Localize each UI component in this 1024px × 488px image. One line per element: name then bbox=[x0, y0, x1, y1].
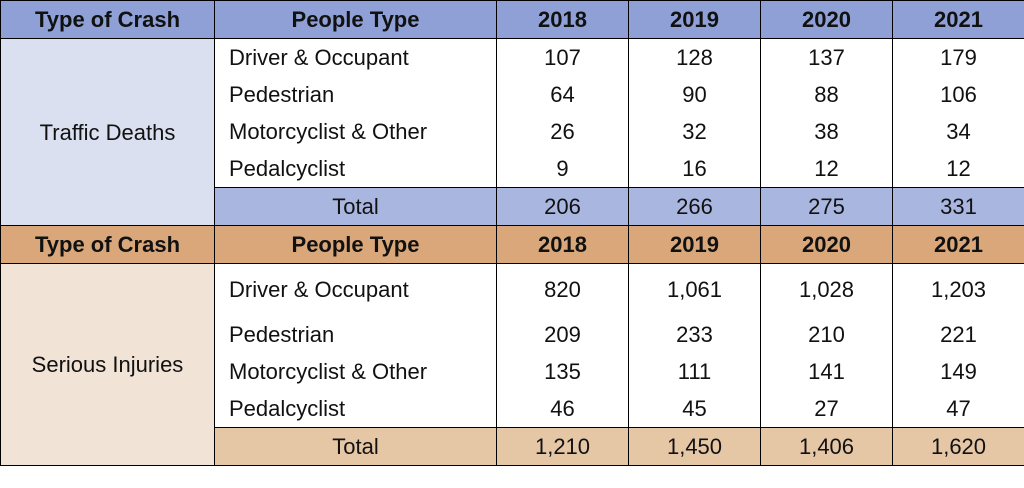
value-cell: 90 bbox=[628, 76, 761, 113]
table-row: Motorcyclist & Other 26 32 38 34 bbox=[1, 113, 1024, 150]
total-value: 275 bbox=[760, 187, 893, 226]
people-type-header: People Type bbox=[214, 0, 497, 39]
value-cell: 820 bbox=[496, 263, 629, 316]
table-row: Pedalcyclist 46 45 27 47 bbox=[1, 390, 1024, 428]
type-of-crash-header: Type of Crash bbox=[0, 225, 215, 264]
value-cell: 88 bbox=[760, 76, 893, 113]
year-header: 2020 bbox=[760, 0, 893, 39]
value-cell: 1,061 bbox=[628, 263, 761, 316]
year-header: 2020 bbox=[760, 225, 893, 264]
people-type-label: Pedestrian bbox=[214, 316, 497, 353]
value-cell: 210 bbox=[760, 316, 893, 353]
value-cell: 149 bbox=[892, 353, 1024, 390]
injuries-header-row: Type of Crash People Type 2018 2019 2020… bbox=[0, 225, 1024, 264]
people-type-label: Pedestrian bbox=[214, 76, 497, 113]
value-cell: 1,203 bbox=[892, 263, 1024, 316]
year-header: 2018 bbox=[496, 225, 629, 264]
value-cell: 233 bbox=[628, 316, 761, 353]
value-cell: 64 bbox=[496, 76, 629, 113]
value-cell: 26 bbox=[496, 113, 629, 150]
table-row: Pedalcyclist 9 16 12 12 bbox=[1, 150, 1024, 188]
people-type-label: Motorcyclist & Other bbox=[214, 353, 497, 390]
value-cell: 32 bbox=[628, 113, 761, 150]
table-row: Pedestrian 64 90 88 106 bbox=[1, 76, 1024, 113]
category-traffic-deaths: Traffic Deaths bbox=[0, 38, 215, 226]
value-cell: 12 bbox=[892, 150, 1024, 188]
total-value: 1,406 bbox=[760, 427, 893, 466]
people-type-label: Pedalcyclist bbox=[214, 150, 497, 188]
value-cell: 45 bbox=[628, 390, 761, 428]
value-cell: 1,028 bbox=[760, 263, 893, 316]
total-label: Total bbox=[214, 187, 497, 226]
people-type-label: Driver & Occupant bbox=[214, 38, 497, 76]
total-label: Total bbox=[214, 427, 497, 466]
year-header: 2018 bbox=[496, 0, 629, 39]
table-row: Motorcyclist & Other 135 111 141 149 bbox=[1, 353, 1024, 390]
value-cell: 179 bbox=[892, 38, 1024, 76]
value-cell: 128 bbox=[628, 38, 761, 76]
table-row: Serious Injuries Driver & Occupant 820 1… bbox=[0, 263, 1024, 466]
year-header: 2019 bbox=[628, 0, 761, 39]
value-cell: 34 bbox=[892, 113, 1024, 150]
crash-data-table: Type of Crash People Type 2018 2019 2020… bbox=[0, 0, 1024, 466]
year-header: 2021 bbox=[892, 225, 1024, 264]
value-cell: 12 bbox=[760, 150, 893, 188]
table-row: Traffic Deaths Driver & Occupant 107 128… bbox=[0, 38, 1024, 226]
total-row: Total 1,210 1,450 1,406 1,620 bbox=[1, 427, 1024, 466]
year-header: 2019 bbox=[628, 225, 761, 264]
total-value: 331 bbox=[892, 187, 1024, 226]
value-cell: 141 bbox=[760, 353, 893, 390]
table-row: Pedestrian 209 233 210 221 bbox=[1, 316, 1024, 353]
value-cell: 137 bbox=[760, 38, 893, 76]
type-of-crash-header: Type of Crash bbox=[0, 0, 215, 39]
value-cell: 106 bbox=[892, 76, 1024, 113]
year-header: 2021 bbox=[892, 0, 1024, 39]
people-type-header: People Type bbox=[214, 225, 497, 264]
people-type-label: Pedalcyclist bbox=[214, 390, 497, 428]
value-cell: 9 bbox=[496, 150, 629, 188]
value-cell: 38 bbox=[760, 113, 893, 150]
value-cell: 16 bbox=[628, 150, 761, 188]
deaths-header-row: Type of Crash People Type 2018 2019 2020… bbox=[0, 0, 1024, 39]
total-value: 206 bbox=[496, 187, 629, 226]
value-cell: 111 bbox=[628, 353, 761, 390]
value-cell: 46 bbox=[496, 390, 629, 428]
people-type-label: Motorcyclist & Other bbox=[214, 113, 497, 150]
value-cell: 47 bbox=[892, 390, 1024, 428]
value-cell: 27 bbox=[760, 390, 893, 428]
total-row: Total 206 266 275 331 bbox=[1, 187, 1024, 226]
total-value: 1,450 bbox=[628, 427, 761, 466]
people-type-label: Driver & Occupant bbox=[214, 263, 497, 316]
value-cell: 107 bbox=[496, 38, 629, 76]
total-value: 1,210 bbox=[496, 427, 629, 466]
total-value: 266 bbox=[628, 187, 761, 226]
value-cell: 221 bbox=[892, 316, 1024, 353]
total-value: 1,620 bbox=[892, 427, 1024, 466]
value-cell: 209 bbox=[496, 316, 629, 353]
category-serious-injuries: Serious Injuries bbox=[0, 263, 215, 466]
value-cell: 135 bbox=[496, 353, 629, 390]
